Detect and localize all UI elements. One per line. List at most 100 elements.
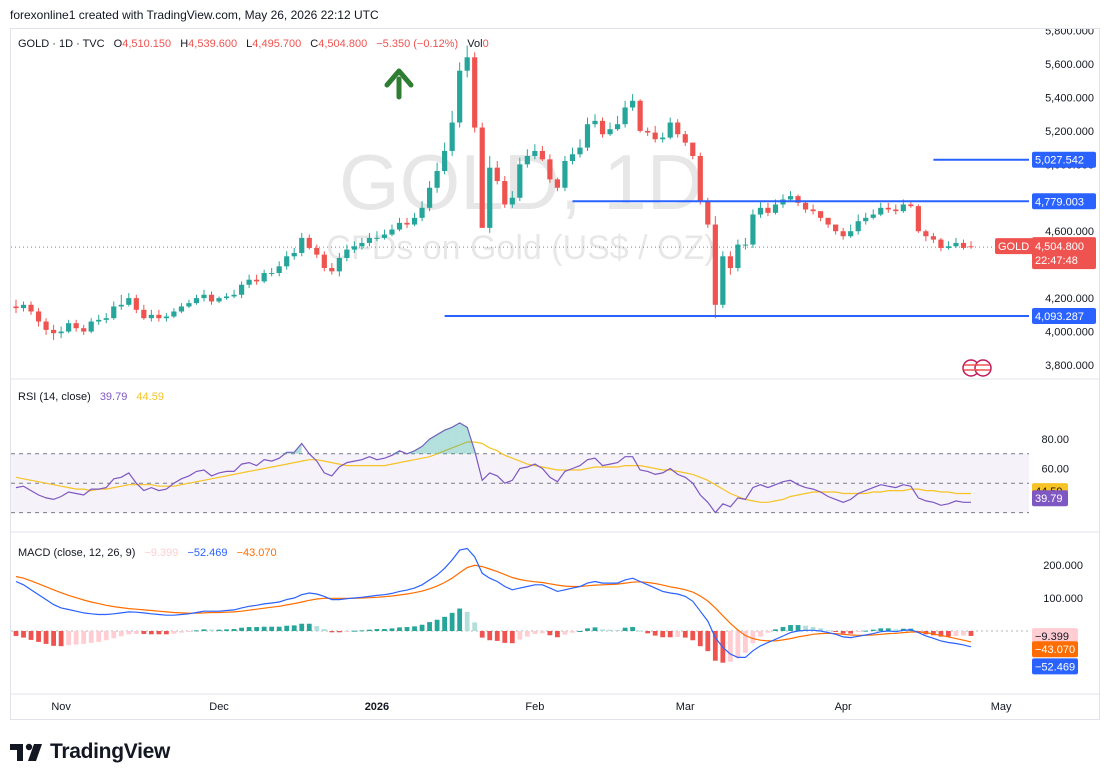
candle-body xyxy=(269,273,275,275)
macd-histogram-bar xyxy=(51,631,56,646)
candle-body xyxy=(818,211,824,218)
candle-body xyxy=(13,306,19,309)
candle-body xyxy=(502,181,508,205)
watermark: GOLD, 1D CFDs on Gold (US$ / OZ) xyxy=(326,138,715,267)
price-tick-label: 5,200.000 xyxy=(1045,126,1094,138)
macd-signal-badge: −43.070 xyxy=(1035,644,1075,656)
macd-histogram-bar xyxy=(246,627,252,631)
candle-body xyxy=(569,154,576,161)
candle-body xyxy=(43,321,49,330)
rsi-overbought-fill xyxy=(459,422,468,454)
candle-body xyxy=(314,247,320,255)
rsi-band xyxy=(11,453,1029,514)
macd-histogram-bar xyxy=(306,623,312,631)
candles[interactable] xyxy=(11,45,1029,340)
candle-body xyxy=(374,237,380,239)
candle-body xyxy=(148,314,154,319)
macd-histogram-bar xyxy=(179,631,184,633)
macd-histogram-bar xyxy=(795,625,801,631)
us-flag-icon[interactable] xyxy=(962,359,992,377)
chart-frame[interactable]: GOLD, 1D CFDs on Gold (US$ / OZ) 5,800.0… xyxy=(10,28,1100,720)
svg-text:GOLD · 1D · TVC O4,510: GOLD · 1D · TVC O4,510.150 H4,539.600 L4… xyxy=(18,38,489,50)
price-tick-label: 4,600.000 xyxy=(1045,226,1094,238)
macd-histogram-bar xyxy=(585,628,590,631)
macd-histogram-bar xyxy=(419,624,425,631)
macd-histogram-bar xyxy=(329,631,335,633)
chart-attribution: forexonline1 created with TradingView.co… xyxy=(10,8,379,22)
tradingview-logo[interactable]: TradingView xyxy=(10,740,170,764)
candle-body xyxy=(577,147,583,155)
candle-body xyxy=(299,237,305,253)
macd-line xyxy=(15,547,972,659)
chart-canvas[interactable]: GOLD, 1D CFDs on Gold (US$ / OZ) 5,800.0… xyxy=(11,29,1099,719)
macd-histogram-bar xyxy=(555,631,560,638)
time-axis-label: Feb xyxy=(525,701,544,713)
macd-histogram-bar xyxy=(224,629,229,631)
time-axis-label: Nov xyxy=(51,701,71,713)
macd-histogram-bar xyxy=(434,619,440,631)
rsi-badge-bg xyxy=(1032,490,1068,507)
candle-body xyxy=(396,222,403,230)
macd-legend[interactable]: MACD (close, 12, 26, 9) −9.399 −52.469 −… xyxy=(18,547,277,559)
macd-histogram-bar xyxy=(660,631,666,638)
candle-body xyxy=(885,207,891,210)
macd-histogram-bar xyxy=(600,629,605,631)
candle-body xyxy=(28,304,34,312)
candle-body xyxy=(171,311,177,317)
candle-body xyxy=(329,268,335,272)
time-axis[interactable]: NovDec2026FebMarAprMayJun xyxy=(51,701,1099,713)
macd-signal-value: −43.070 xyxy=(237,547,277,559)
macd-histogram-bar xyxy=(314,626,320,631)
macd-histogram-bar xyxy=(427,622,432,631)
horizontal-levels[interactable] xyxy=(444,158,1029,317)
rsi-overbought-fill xyxy=(429,434,438,454)
macd-histogram-bar xyxy=(96,631,102,642)
candle-body xyxy=(750,214,756,245)
macd-histogram-bar xyxy=(239,627,244,631)
macd-histogram-bar xyxy=(727,631,733,662)
candle-body xyxy=(96,319,102,322)
macd-histogram-bar xyxy=(562,631,568,635)
macd-histogram-bar xyxy=(547,631,553,636)
candle-body xyxy=(118,304,124,307)
candle-body xyxy=(472,57,478,128)
candle-body xyxy=(712,224,718,305)
rsi-legend[interactable]: RSI (14, close) 39.79 44.59 xyxy=(18,391,164,403)
macd-histogram-bar xyxy=(28,631,34,640)
brand-name: TradingView xyxy=(50,740,171,763)
candle-body xyxy=(35,311,42,322)
candle-body xyxy=(923,231,929,237)
candle-body xyxy=(554,179,561,188)
price-tick-label: 5,600.000 xyxy=(1045,59,1094,71)
macd-histogram-bar xyxy=(186,631,192,632)
macd-histogram-bar xyxy=(171,631,177,634)
candle-body xyxy=(720,256,726,305)
candle-body xyxy=(404,222,410,225)
macd-histogram-bar xyxy=(825,630,831,632)
price-legend[interactable]: GOLD · 1D · TVC O4,510.150 H4,539.600 L4… xyxy=(18,38,489,50)
legend-close: 4,504.800 xyxy=(318,38,367,50)
candle-body xyxy=(186,303,192,307)
macd-histogram-bar xyxy=(961,631,966,636)
macd-histogram-bar xyxy=(194,630,199,632)
candle-body xyxy=(652,132,658,140)
candle-body xyxy=(697,155,703,202)
candle-body xyxy=(727,256,733,269)
candle-body xyxy=(848,231,854,237)
up-arrow-icon[interactable] xyxy=(384,68,414,100)
legend-symbol: GOLD · 1D · TVC xyxy=(18,38,105,50)
candle-body xyxy=(915,206,921,232)
macd-histogram-bar xyxy=(344,631,350,632)
macd-histogram-bar xyxy=(577,631,583,632)
level-label-bg xyxy=(1032,307,1096,324)
candle-body xyxy=(840,231,846,237)
macd-histogram-bar xyxy=(682,631,688,638)
macd-histogram-bar xyxy=(412,626,417,631)
macd-histogram-bar xyxy=(885,628,891,631)
candle-body xyxy=(133,298,139,310)
macd-histogram-bar xyxy=(833,631,839,632)
candle-body xyxy=(524,155,530,165)
candle-body xyxy=(321,254,327,269)
level-label: 4,093.287 xyxy=(1035,311,1084,323)
macd-histogram-bar xyxy=(389,628,395,631)
